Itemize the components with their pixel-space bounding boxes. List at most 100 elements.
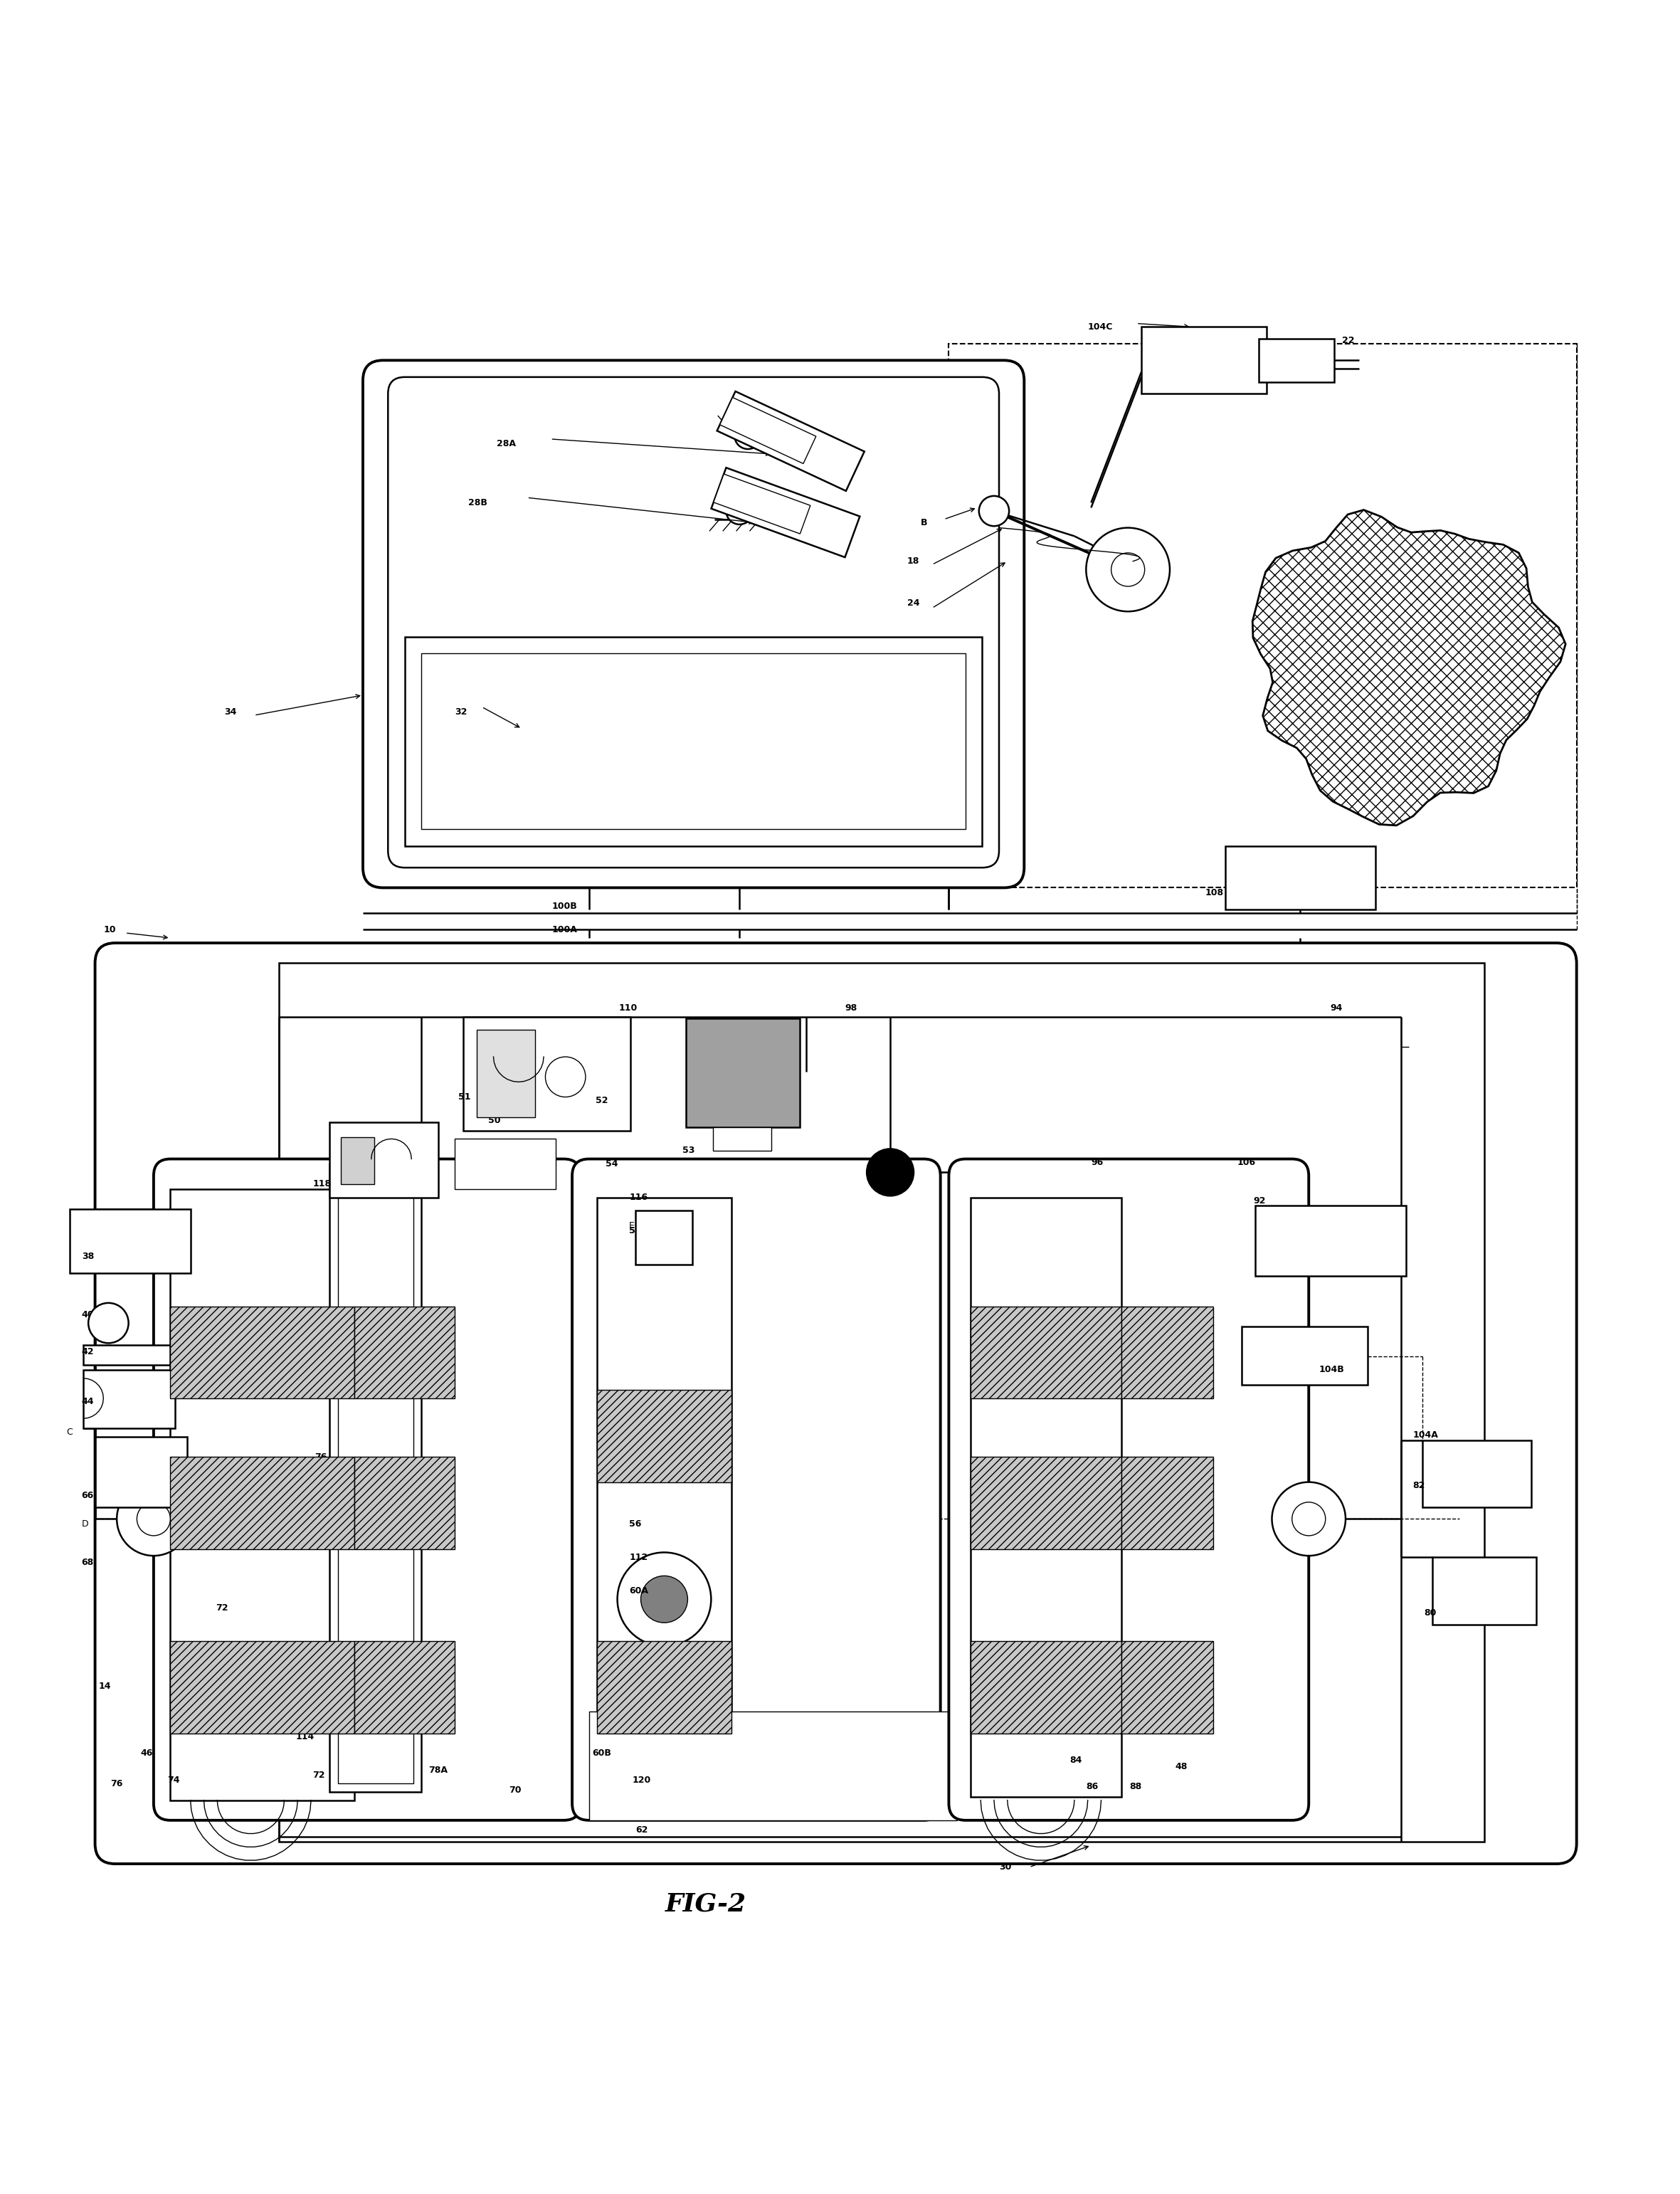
Bar <box>354 1305 455 1398</box>
Text: 118: 118 <box>312 1180 331 1189</box>
Text: 40: 40 <box>82 1310 94 1319</box>
Text: 18: 18 <box>907 557 919 566</box>
Bar <box>84 1345 170 1365</box>
Text: 96: 96 <box>1090 1158 1104 1167</box>
Text: 76: 76 <box>111 1779 123 1788</box>
Text: 66: 66 <box>82 1492 94 1501</box>
Text: 100A: 100A <box>553 926 578 935</box>
Text: 44: 44 <box>82 1398 94 1406</box>
Text: 104B: 104B <box>1319 1365 1344 1373</box>
FancyBboxPatch shape <box>388 377 1000 867</box>
Polygon shape <box>1253 509 1566 825</box>
Bar <box>598 1198 731 1797</box>
Text: 72: 72 <box>215 1604 228 1613</box>
Text: 86: 86 <box>1030 1470 1042 1479</box>
FancyBboxPatch shape <box>949 1158 1309 1821</box>
Text: 22: 22 <box>1262 366 1275 375</box>
Text: 28A: 28A <box>497 439 516 448</box>
Bar <box>455 1139 556 1189</box>
Text: 52: 52 <box>596 1095 608 1106</box>
Text: 110: 110 <box>618 1003 638 1014</box>
Text: 88: 88 <box>1129 1782 1142 1792</box>
Bar <box>717 391 865 491</box>
Bar <box>685 1018 800 1128</box>
Bar <box>329 1121 438 1198</box>
Text: 106: 106 <box>1236 1158 1255 1167</box>
Bar <box>170 1641 354 1733</box>
Text: 53: 53 <box>682 1145 696 1156</box>
Text: 104A: 104A <box>1413 1430 1438 1439</box>
Text: 70: 70 <box>509 1786 521 1795</box>
Bar <box>71 1209 190 1273</box>
Text: 72: 72 <box>312 1771 326 1779</box>
Bar <box>598 1641 731 1733</box>
Bar <box>279 963 1485 1843</box>
Bar <box>354 1641 455 1733</box>
Text: E: E <box>628 1222 635 1231</box>
Circle shape <box>867 1150 914 1196</box>
Bar <box>712 1128 771 1150</box>
Text: 51: 51 <box>459 1093 470 1101</box>
Bar <box>1225 847 1376 911</box>
Text: 94: 94 <box>1331 1003 1342 1014</box>
Bar <box>1242 1327 1368 1384</box>
Bar <box>971 1198 1121 1797</box>
Bar <box>464 1016 630 1130</box>
Bar <box>341 1136 375 1185</box>
Bar <box>1433 1558 1537 1624</box>
Circle shape <box>617 1553 711 1646</box>
Text: 74: 74 <box>166 1775 180 1784</box>
Circle shape <box>734 421 761 450</box>
Text: 112: 112 <box>628 1553 648 1562</box>
Text: 36: 36 <box>1025 1310 1037 1319</box>
Circle shape <box>640 1575 687 1624</box>
Text: 20: 20 <box>1312 360 1324 369</box>
FancyBboxPatch shape <box>363 360 1025 889</box>
Bar <box>1121 1305 1213 1398</box>
Text: B: B <box>921 518 927 527</box>
Circle shape <box>118 1483 190 1556</box>
Circle shape <box>1110 553 1144 586</box>
Bar <box>422 654 966 829</box>
Text: 114: 114 <box>296 1731 314 1742</box>
Bar <box>96 1437 186 1507</box>
Text: 32: 32 <box>455 706 467 717</box>
FancyBboxPatch shape <box>96 943 1576 1865</box>
Text: 60A: 60A <box>628 1586 648 1595</box>
Bar <box>719 397 816 463</box>
Text: 80: 80 <box>1425 1608 1436 1617</box>
Circle shape <box>726 498 753 524</box>
Text: 34: 34 <box>223 706 237 717</box>
Text: 48: 48 <box>1174 1762 1188 1771</box>
Text: 92: 92 <box>1253 1196 1265 1205</box>
Bar <box>84 1369 175 1428</box>
Circle shape <box>979 496 1010 527</box>
Bar <box>971 1641 1121 1733</box>
Text: 62: 62 <box>635 1825 648 1834</box>
Circle shape <box>89 1303 129 1343</box>
Text: 90: 90 <box>880 1158 894 1167</box>
Bar <box>354 1457 455 1549</box>
Text: 56: 56 <box>628 1518 642 1529</box>
Text: 98: 98 <box>845 1003 857 1014</box>
Text: 68: 68 <box>82 1558 94 1567</box>
Bar <box>1255 1207 1406 1277</box>
Bar <box>1141 327 1267 393</box>
Bar <box>170 1305 354 1398</box>
Bar <box>170 1457 354 1549</box>
Bar <box>329 1165 422 1792</box>
Bar <box>1258 338 1334 382</box>
Text: 84: 84 <box>1070 1755 1082 1764</box>
Text: 100B: 100B <box>553 902 578 911</box>
Text: 50: 50 <box>489 1117 501 1126</box>
Text: C: C <box>67 1428 72 1437</box>
Text: 22: 22 <box>1342 336 1354 344</box>
Text: 58: 58 <box>628 1226 642 1235</box>
Text: 120: 120 <box>632 1775 652 1784</box>
Bar <box>1121 1457 1213 1549</box>
Text: 76: 76 <box>314 1452 326 1461</box>
Bar <box>598 1391 731 1483</box>
Circle shape <box>1085 529 1169 612</box>
Text: 78B: 78B <box>321 1490 339 1499</box>
Text: 28B: 28B <box>469 498 487 507</box>
